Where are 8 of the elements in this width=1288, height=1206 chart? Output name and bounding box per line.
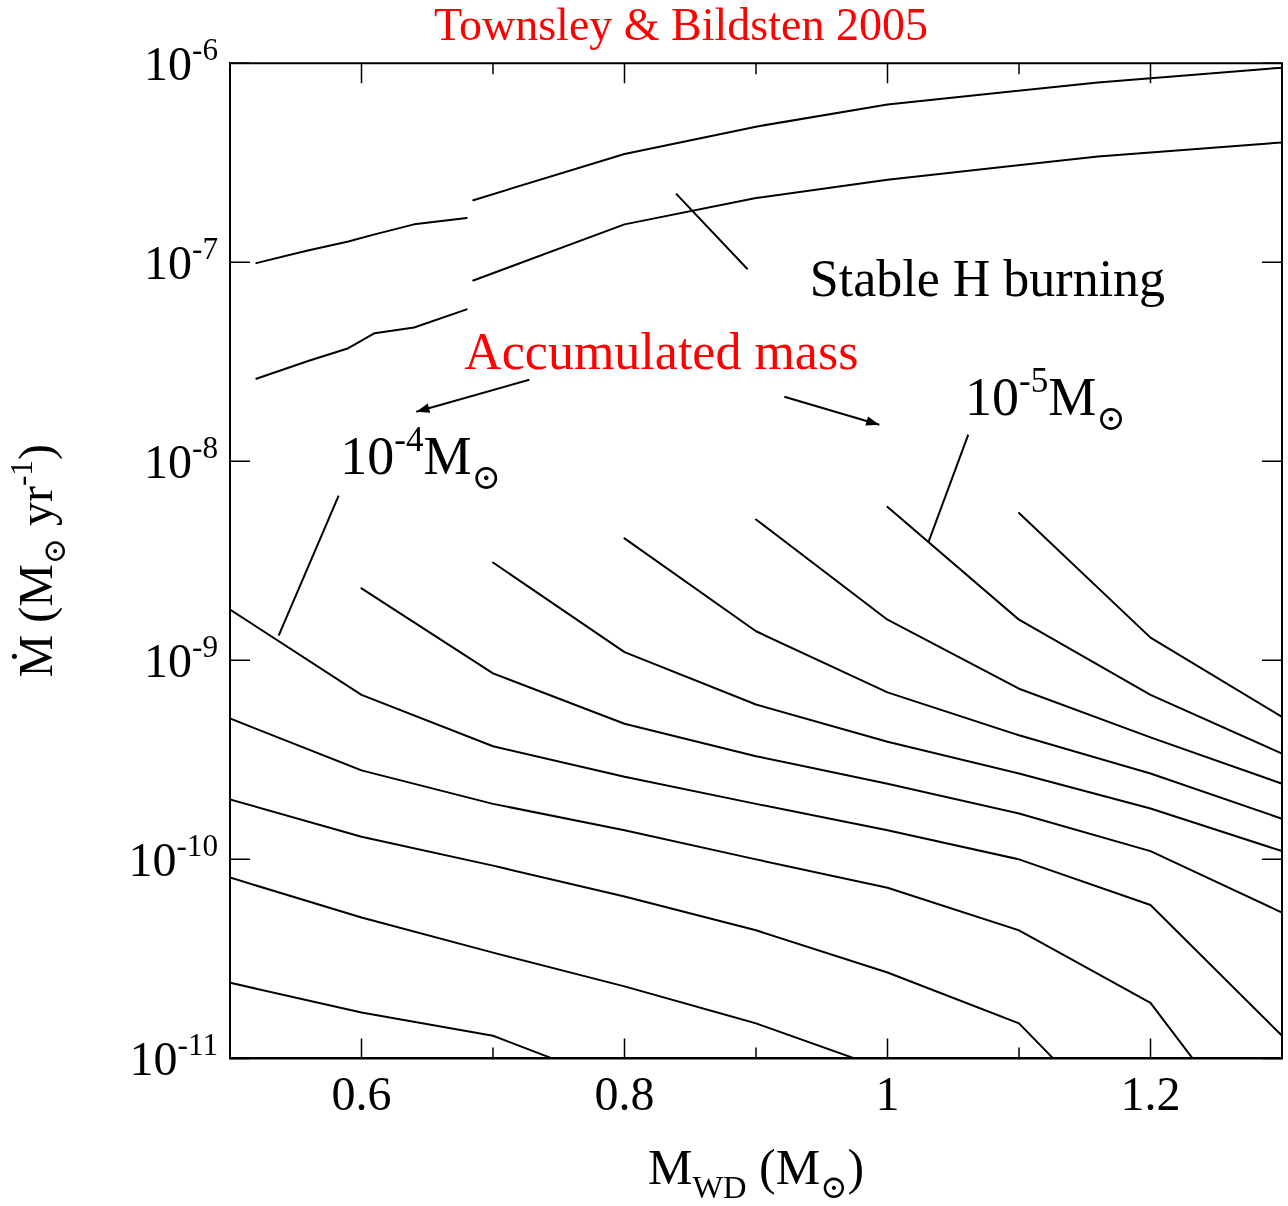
x-tick-label: 0.8	[594, 1066, 655, 1120]
y-axis-title: Ṁ (M⊙ yr-1)	[3, 444, 73, 678]
x-tick-label: 0.6	[331, 1066, 392, 1120]
chart-title: Townsley & Bildsten 2005	[434, 0, 928, 50]
annotation: Accumulated mass	[464, 322, 859, 380]
x-tick-label: 1	[875, 1066, 900, 1120]
x-tick-label: 1.2	[1120, 1066, 1181, 1120]
annotation: Stable H burning	[809, 250, 1166, 308]
